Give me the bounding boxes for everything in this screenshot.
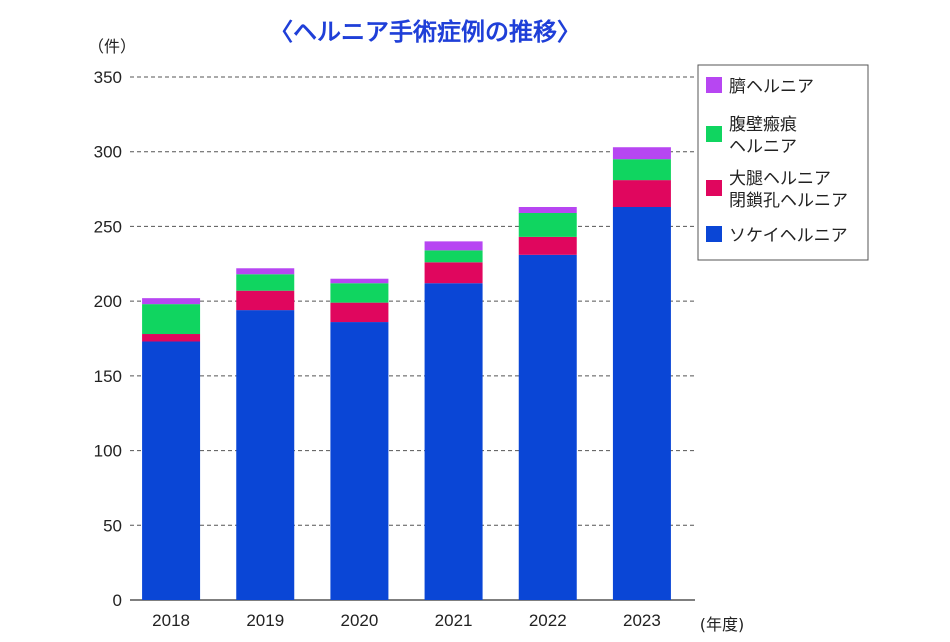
bar-segment xyxy=(612,147,671,160)
legend-swatch xyxy=(706,226,722,242)
x-axis-unit-label: (年度) xyxy=(700,615,745,634)
bar-segment xyxy=(142,334,201,342)
bar-segment xyxy=(236,274,295,291)
chart-title: 〈ヘルニア手術症例の推移〉 xyxy=(269,18,581,46)
gridlines xyxy=(130,76,695,601)
bar-segment xyxy=(330,302,389,323)
legend-label: ヘルニア xyxy=(729,137,797,157)
bar-segment xyxy=(142,341,201,600)
bar-segment xyxy=(142,304,201,335)
y-axis-ticks: 0 50 100 150 200 250 300 350 xyxy=(94,68,122,610)
x-tick-label: 2020 xyxy=(341,611,379,630)
x-tick-label: 2018 xyxy=(152,611,190,630)
bar-segment xyxy=(330,278,389,284)
bar-segment xyxy=(612,207,671,600)
y-tick-label: 50 xyxy=(103,516,122,535)
bar-segment xyxy=(330,322,389,600)
legend-label: 閉鎖孔ヘルニア xyxy=(729,191,848,211)
legend-label: 腹壁瘢痕 xyxy=(729,115,797,135)
bar-segment xyxy=(518,212,577,237)
bar-segment xyxy=(236,290,295,311)
legend-label: ソケイヘルニア xyxy=(729,226,848,246)
legend-label: 大腿ヘルニア xyxy=(729,169,831,189)
x-tick-label: 2023 xyxy=(623,611,661,630)
bar-segment xyxy=(330,283,389,303)
y-axis-unit-label: （件） xyxy=(88,37,136,56)
bar-segment xyxy=(612,159,671,181)
y-tick-label: 200 xyxy=(94,292,122,311)
legend-swatch xyxy=(706,77,722,93)
bar-segment xyxy=(424,241,483,251)
y-tick-label: 0 xyxy=(113,591,122,610)
bar-segment xyxy=(424,283,483,600)
x-tick-label: 2019 xyxy=(246,611,284,630)
y-tick-label: 300 xyxy=(94,143,122,162)
bar-segment xyxy=(424,262,483,284)
bar-segment xyxy=(612,180,671,208)
legend-swatch xyxy=(706,180,722,196)
bar-segment xyxy=(518,207,577,213)
y-tick-label: 150 xyxy=(94,367,122,386)
bar-segment xyxy=(424,250,483,263)
y-tick-label: 250 xyxy=(94,217,122,236)
x-tick-label: 2022 xyxy=(529,611,567,630)
bars xyxy=(142,147,671,600)
bar-segment xyxy=(518,236,577,255)
legend-swatch xyxy=(706,126,722,142)
legend-frame xyxy=(697,64,869,261)
bar-segment xyxy=(236,268,295,275)
bar-segment xyxy=(142,298,201,305)
x-tick-label: 2021 xyxy=(435,611,473,630)
y-tick-label: 100 xyxy=(94,442,122,461)
bar-segment xyxy=(236,310,295,600)
bar-segment xyxy=(518,254,577,600)
x-axis-ticks: 2018 2019 2020 2021 2022 2023 xyxy=(152,611,661,630)
y-tick-label: 350 xyxy=(94,68,122,87)
legend-label: 臍ヘルニア xyxy=(729,77,814,97)
